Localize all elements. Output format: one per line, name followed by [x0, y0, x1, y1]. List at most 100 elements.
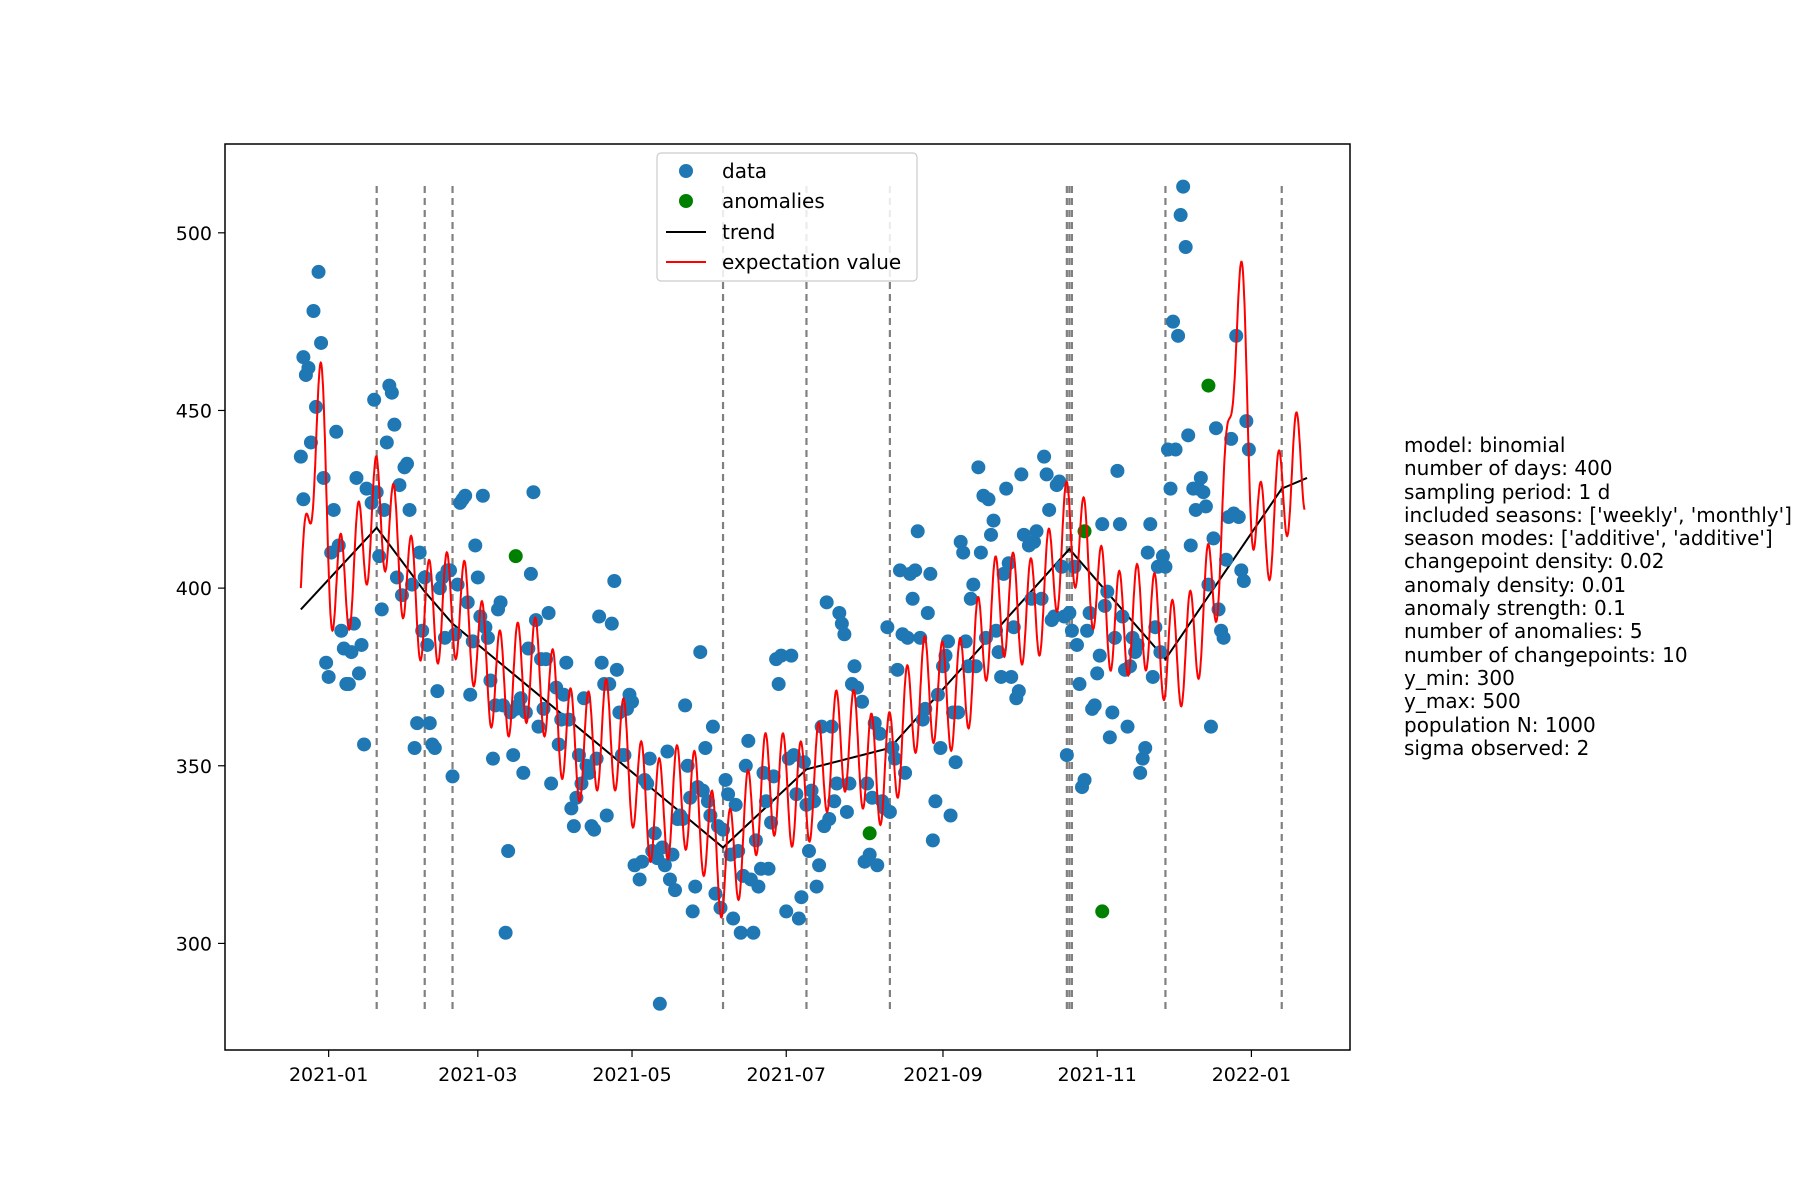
data-point — [303, 435, 318, 450]
data-point — [786, 748, 801, 763]
data-point — [819, 595, 834, 610]
info-line: sigma observed: 2 — [1404, 735, 1590, 760]
data-point — [928, 794, 943, 809]
legend-data-label: data — [722, 159, 767, 183]
data-point — [296, 350, 311, 365]
data-point — [448, 627, 463, 642]
data-point — [1016, 527, 1031, 542]
data-point — [470, 570, 485, 585]
data-point — [1158, 559, 1173, 574]
data-point — [822, 812, 837, 827]
data-point — [501, 844, 516, 859]
data-point — [761, 861, 776, 876]
data-point — [908, 563, 923, 578]
legend: data anomalies trend expectation value — [656, 152, 918, 282]
data-point — [685, 904, 700, 919]
data-point — [1080, 623, 1095, 638]
data-point — [374, 602, 389, 617]
data-point — [759, 794, 774, 809]
data-point — [526, 485, 541, 500]
data-point — [794, 890, 809, 905]
data-point — [660, 744, 675, 759]
data-point — [379, 435, 394, 450]
data-point — [1178, 240, 1193, 255]
data-point — [349, 470, 364, 485]
data-point — [326, 502, 341, 517]
data-point — [698, 741, 713, 755]
data-point — [475, 488, 490, 503]
data-point — [827, 794, 842, 809]
data-point — [642, 751, 657, 766]
info-line: included seasons: ['weekly', 'monthly'] — [1404, 502, 1792, 527]
data-point — [652, 996, 667, 1011]
data-point — [357, 737, 372, 752]
data-point — [1004, 669, 1019, 684]
data-point — [726, 911, 741, 926]
expectation-series — [299, 260, 1306, 919]
data-point — [1176, 179, 1191, 194]
data-point — [989, 623, 1004, 638]
data-point — [293, 449, 308, 464]
data-point — [721, 787, 736, 802]
data-point — [306, 303, 321, 318]
data-point — [640, 776, 655, 791]
data-point — [1097, 598, 1112, 613]
info-line: season modes: ['additive', 'additive'] — [1404, 526, 1773, 551]
data-point — [321, 669, 336, 684]
data-point — [430, 684, 445, 699]
data-point — [417, 570, 432, 585]
y-tick-label: 450 — [176, 400, 212, 422]
data-point — [607, 574, 622, 589]
data-point — [688, 879, 703, 894]
data-point — [1155, 549, 1170, 564]
data-point — [837, 627, 852, 642]
data-point — [599, 808, 614, 823]
data-point — [1140, 545, 1155, 560]
x-tick-label: 2022-01 — [1212, 1064, 1291, 1086]
x-tick-label: 2021-07 — [747, 1064, 826, 1086]
data-point — [1064, 623, 1079, 638]
data-point — [498, 925, 513, 940]
data-point — [316, 470, 331, 485]
data-point — [1042, 502, 1057, 517]
data-point — [1193, 470, 1208, 485]
data-point — [668, 883, 682, 898]
data-point — [804, 783, 819, 798]
data-point — [319, 655, 334, 670]
data-point — [951, 705, 966, 720]
x-tick-label: 2021-05 — [592, 1064, 671, 1086]
data-point — [412, 545, 427, 560]
data-point — [592, 609, 607, 624]
data-point — [943, 808, 958, 823]
data-point — [1130, 637, 1145, 652]
anomaly-point — [508, 549, 523, 564]
data-point — [751, 879, 766, 894]
data-point — [422, 716, 437, 731]
data-point — [809, 879, 824, 894]
data-point — [1062, 605, 1077, 620]
data-point — [981, 492, 996, 507]
data-point — [564, 801, 579, 816]
data-point — [301, 360, 316, 375]
data-point — [1196, 485, 1211, 500]
anomaly-point — [1201, 378, 1216, 393]
data-point — [402, 502, 417, 517]
data-point — [1067, 559, 1082, 574]
y-tick-label: 300 — [176, 933, 212, 955]
data-point — [1203, 719, 1218, 734]
info-line: number of days: 400 — [1404, 456, 1613, 481]
data-point — [523, 566, 538, 581]
data-point — [1100, 584, 1115, 599]
data-point — [733, 925, 748, 940]
data-point — [1171, 328, 1186, 343]
data-point — [1206, 531, 1221, 546]
legend-trend-label: trend — [722, 220, 775, 244]
data-point — [728, 797, 743, 812]
data-point — [678, 698, 693, 713]
data-point — [309, 399, 324, 414]
data-point — [314, 335, 329, 350]
data-point — [870, 858, 885, 873]
data-point — [1011, 684, 1026, 699]
data-point — [1090, 666, 1105, 681]
data-point — [829, 776, 844, 791]
